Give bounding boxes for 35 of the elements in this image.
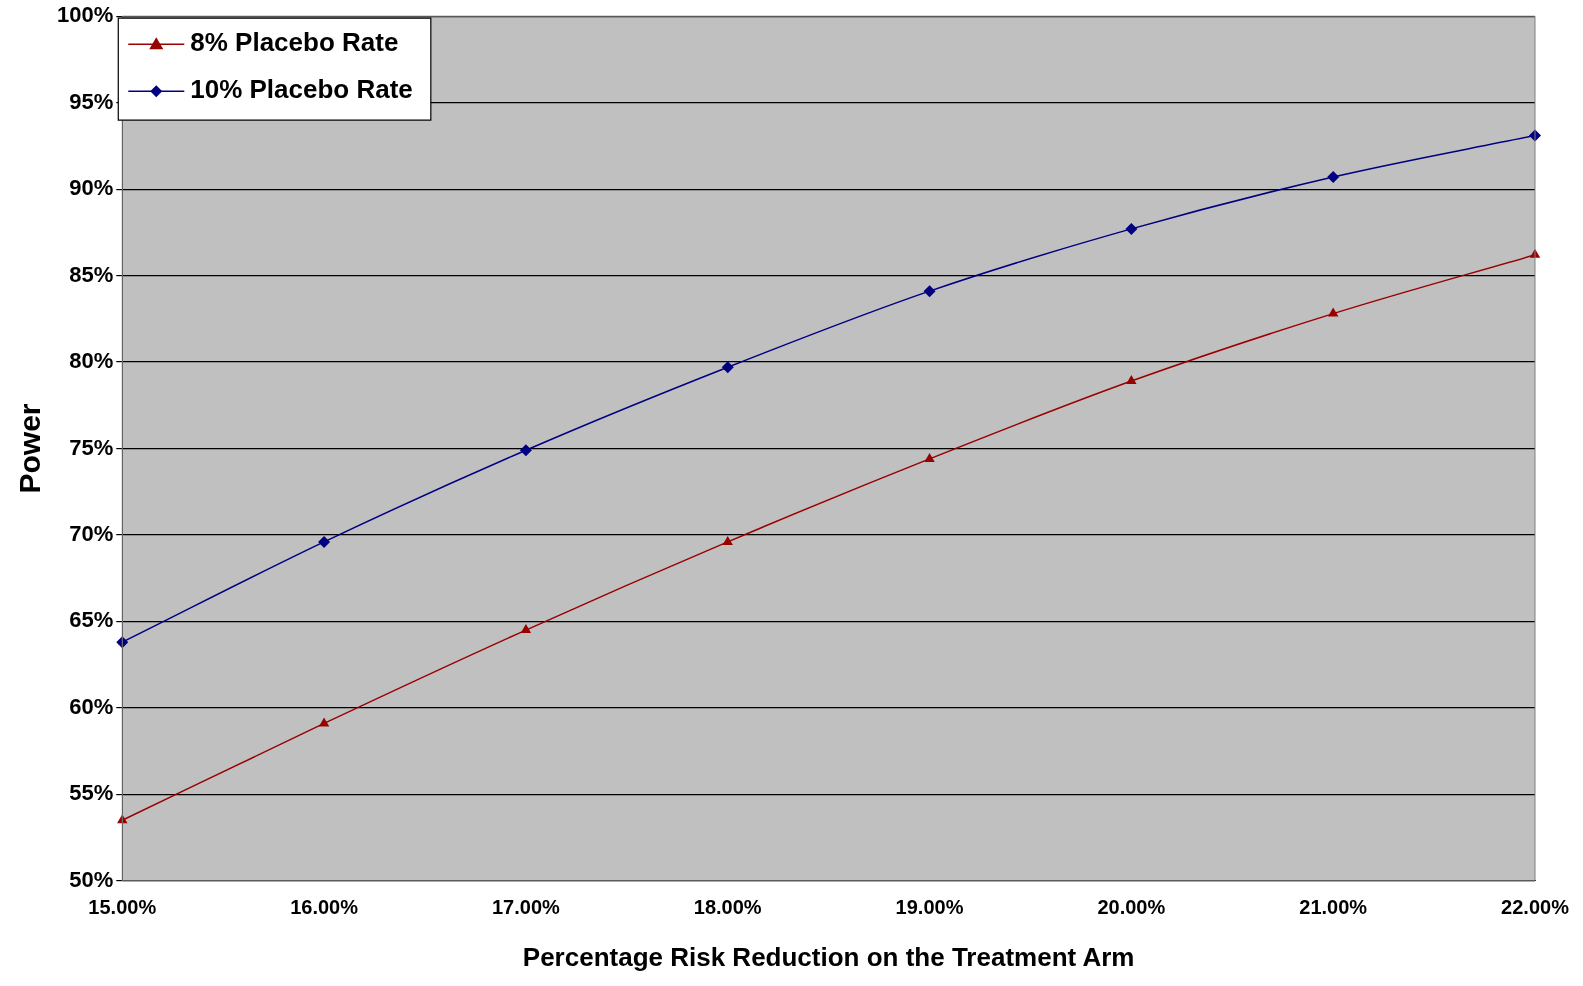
y-tick-label: 55% (69, 780, 114, 806)
x-tick-label: 18.00% (693, 896, 762, 919)
point (923, 285, 936, 298)
x-tick-label: 19.00% (895, 896, 964, 919)
y-axis-title: Power (13, 403, 47, 494)
point (1327, 307, 1339, 317)
x-tick-label: 20.00% (1097, 896, 1166, 919)
legend-label: 8% Placebo Rate (190, 27, 399, 58)
y-tick-label: 75% (69, 434, 114, 460)
point (924, 452, 935, 462)
point (1125, 222, 1138, 235)
y-tick-label: 70% (69, 521, 114, 547)
y-tick-label: 90% (69, 175, 114, 201)
x-tick-label: 21.00% (1299, 896, 1368, 919)
point (519, 444, 532, 457)
x-tick-label: 15.00% (88, 896, 157, 919)
point (520, 624, 532, 634)
point (1327, 171, 1340, 184)
y-tick-label: 95% (69, 88, 114, 114)
point (722, 535, 733, 545)
y-tick-label: 80% (69, 348, 114, 374)
x-axis-title: Percentage Risk Reduction on the Treatment Arm (522, 941, 1135, 972)
point (318, 717, 330, 727)
point (1126, 375, 1137, 385)
y-tick-label: 65% (69, 607, 114, 633)
x-tick-label: 17.00% (491, 896, 561, 919)
point (721, 361, 734, 374)
y-tick-label: 50% (69, 866, 114, 892)
legend-label: 10% Placebo Rate (190, 74, 413, 105)
y-tick-label: 85% (69, 261, 114, 287)
y-tick-label: 100% (56, 2, 114, 28)
point (318, 535, 331, 548)
y-tick-label: 60% (69, 693, 114, 719)
x-tick-label: 16.00% (290, 896, 359, 919)
x-tick-label: 22.00% (1501, 896, 1570, 919)
